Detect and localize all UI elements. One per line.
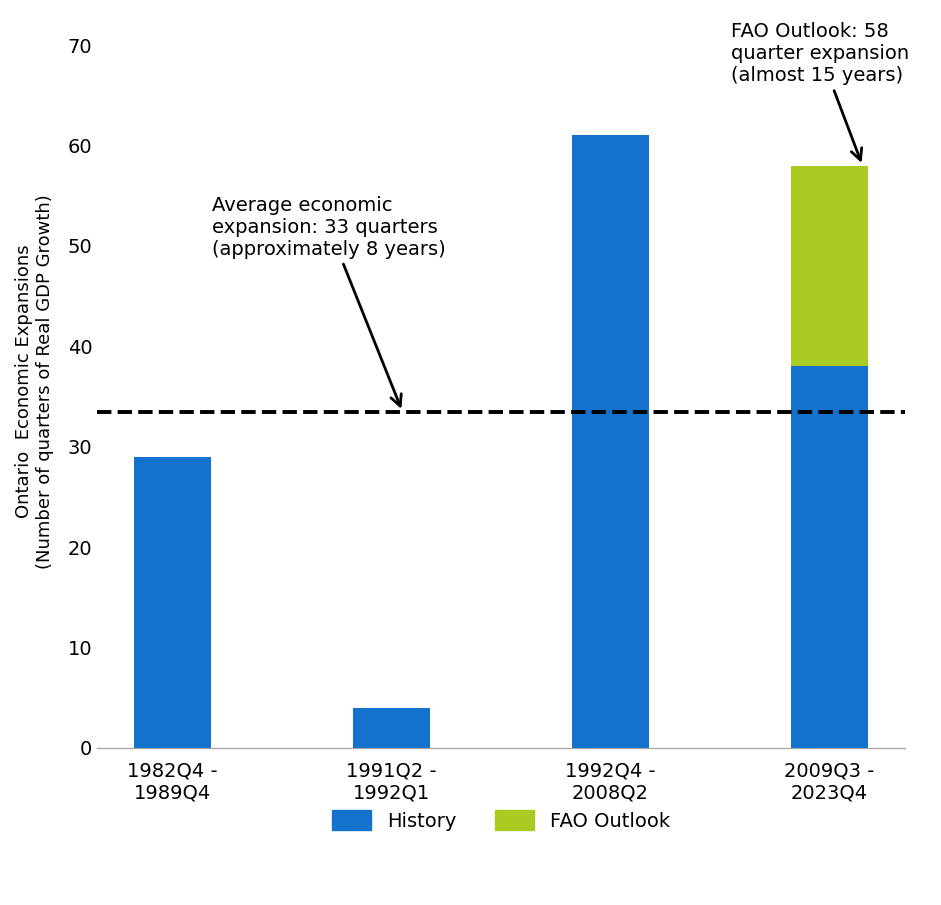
Bar	[134, 457, 211, 748]
Y-axis label: Ontario  Economic Expansions
(Number of quarters of Real GDP Growth): Ontario Economic Expansions (Number of q…	[15, 194, 54, 569]
Text: FAO Outlook: 58
quarter expansion
(almost 15 years): FAO Outlook: 58 quarter expansion (almos…	[731, 23, 909, 160]
Bar	[791, 367, 868, 748]
Legend: History, FAO Outlook: History, FAO Outlook	[323, 801, 679, 841]
Text: Average economic
expansion: 33 quarters
(approximately 8 years): Average economic expansion: 33 quarters …	[212, 195, 445, 406]
Bar	[572, 136, 649, 748]
Bar	[353, 708, 430, 748]
Bar	[791, 166, 868, 367]
